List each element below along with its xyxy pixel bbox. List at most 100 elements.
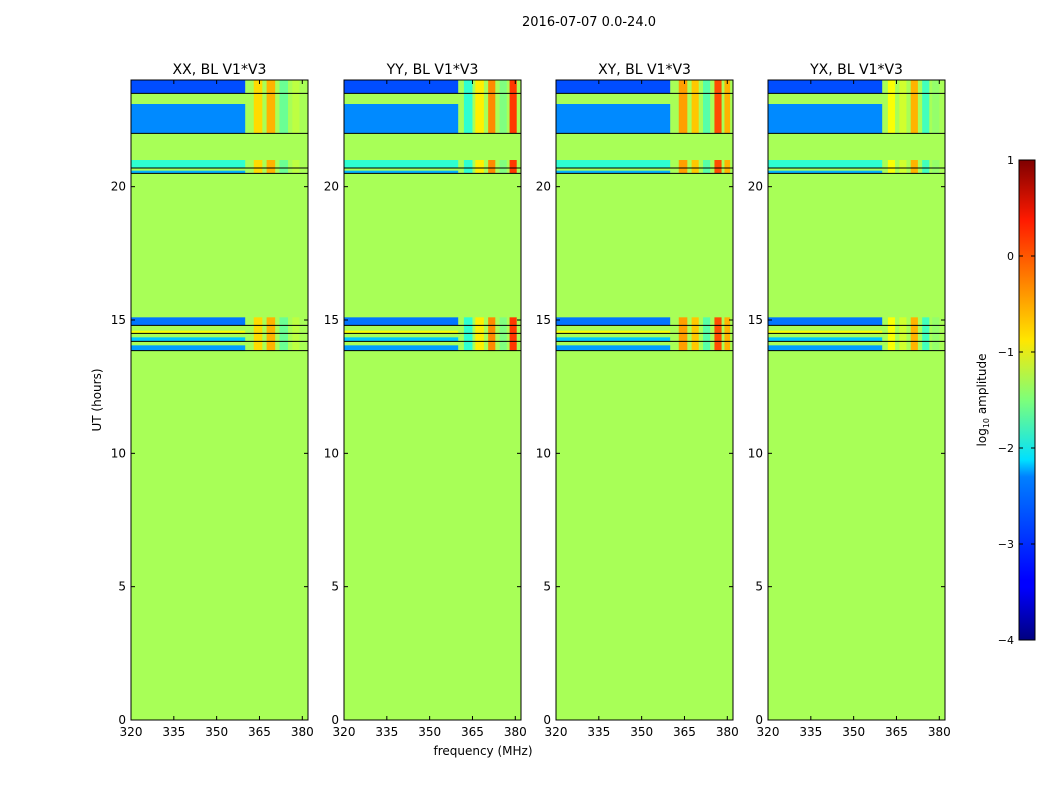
y-tick-label: 0 [331, 713, 339, 727]
rfi-column-cell [475, 317, 484, 351]
heatmap-panel: XX, BL V1*V3 320 335 350 365 380 0 5 10 15 20 [111, 62, 314, 739]
row-band [131, 80, 246, 94]
row-band [344, 160, 459, 168]
rfi-column-cell [279, 80, 289, 134]
rfi-column-cell [292, 160, 300, 174]
rfi-column-cell [463, 160, 473, 174]
heatmap-background [131, 80, 308, 720]
row-band [556, 170, 671, 174]
x-tick-label: 320 [545, 725, 568, 739]
colorbar-label-prefix: log [975, 428, 989, 446]
figure-suptitle: 2016-07-07 0.0-24.0 [522, 15, 656, 30]
x-tick-label: 320 [120, 725, 143, 739]
row-band [131, 104, 246, 134]
axes-frame [555, 79, 734, 721]
rfi-column-cell [691, 160, 699, 174]
rfi-column-cell [488, 317, 496, 351]
colorbar-tick-label: −1 [998, 346, 1014, 359]
x-tick-label: 320 [757, 725, 780, 739]
row-band [768, 160, 883, 168]
heatmap-panel: YY, BL V1*V3 320 335 350 365 380 0 5 10 15 20 [324, 62, 527, 739]
y-tick-label: 15 [324, 313, 339, 327]
rfi-column-cell [463, 317, 473, 351]
rfi-column-cell [509, 317, 517, 351]
x-tick-label: 365 [461, 725, 484, 739]
rfi-column-cell [253, 317, 263, 351]
rfi-column-cell [910, 160, 918, 174]
rfi-column-cell [922, 317, 930, 351]
heatmap-background [556, 80, 733, 720]
rfi-column-cell [724, 80, 731, 134]
x-tick-label: 350 [205, 725, 228, 739]
y-tick-label: 20 [324, 180, 339, 194]
rfi-column-cell [509, 80, 517, 134]
x-tick-label: 365 [673, 725, 696, 739]
rfi-column-cell [279, 160, 289, 174]
rfi-column-cell [922, 80, 930, 134]
heatmap-panel: XY, BL V1*V3 320 335 350 365 380 0 5 10 15 20 [536, 62, 739, 739]
rfi-column-cell [899, 80, 907, 134]
row-band [768, 170, 883, 174]
rfi-column-cell [475, 160, 484, 174]
rfi-column-cell [509, 160, 517, 174]
row-band [556, 330, 671, 334]
colorbar-label-subscript: 10 [982, 418, 991, 428]
colorbar-tick-label: 1 [1007, 154, 1014, 167]
rfi-column-cell [499, 317, 507, 351]
axes-frame [130, 79, 309, 721]
x-tick-label: 380 [928, 725, 951, 739]
row-band [131, 345, 246, 351]
rfi-column-cell [932, 317, 940, 351]
rfi-column-cell [488, 160, 496, 174]
heatmap-background [768, 80, 945, 720]
rfi-column-cell [703, 160, 711, 174]
rfi-column-cell [932, 80, 940, 134]
heatmap-background [344, 80, 521, 720]
rfi-column-cell [724, 160, 731, 174]
row-band [131, 170, 246, 174]
panel-title: XX, BL V1*V3 [173, 62, 267, 78]
rfi-column-cell [703, 317, 711, 351]
rfi-column-cell [678, 160, 688, 174]
colorbar-label-suffix: amplitude [975, 354, 989, 418]
row-band [556, 160, 671, 168]
rfi-column-cell [253, 80, 263, 134]
row-band [768, 317, 883, 326]
row-band [768, 104, 883, 134]
rfi-column-cell [678, 80, 688, 134]
row-band [556, 104, 671, 134]
row-band [556, 317, 671, 326]
rfi-column-cell [714, 317, 722, 351]
y-tick-label: 10 [324, 446, 339, 460]
rfi-column-cell [488, 80, 496, 134]
colorbar-tick-label: 0 [1007, 250, 1014, 263]
colorbar-gradient [1018, 159, 1036, 641]
y-tick-label: 5 [331, 580, 339, 594]
row-band [556, 80, 671, 94]
rfi-column-cell [899, 160, 907, 174]
y-tick-label: 15 [748, 313, 763, 327]
row-band [768, 345, 883, 351]
row-band [768, 330, 883, 334]
x-tick-label: 350 [418, 725, 441, 739]
row-band [344, 337, 459, 342]
row-band [344, 345, 459, 351]
rfi-column-cell [678, 317, 688, 351]
colorbar: 10−1−2−3−4 log10 amplitude [975, 154, 1036, 647]
row-band [344, 104, 459, 134]
row-band [556, 337, 671, 342]
y-tick-label: 5 [543, 580, 551, 594]
x-tick-label: 380 [291, 725, 314, 739]
row-band [768, 337, 883, 342]
row-band [131, 337, 246, 342]
x-tick-label: 335 [162, 725, 185, 739]
panel-title: XY, BL V1*V3 [598, 62, 691, 78]
y-tick-label: 0 [755, 713, 763, 727]
x-tick-label: 350 [842, 725, 865, 739]
rfi-column-cell [691, 80, 699, 134]
y-tick-label: 0 [543, 713, 551, 727]
y-tick-label: 5 [118, 580, 126, 594]
rfi-column-cell [266, 160, 276, 174]
rfi-column-cell [910, 80, 918, 134]
